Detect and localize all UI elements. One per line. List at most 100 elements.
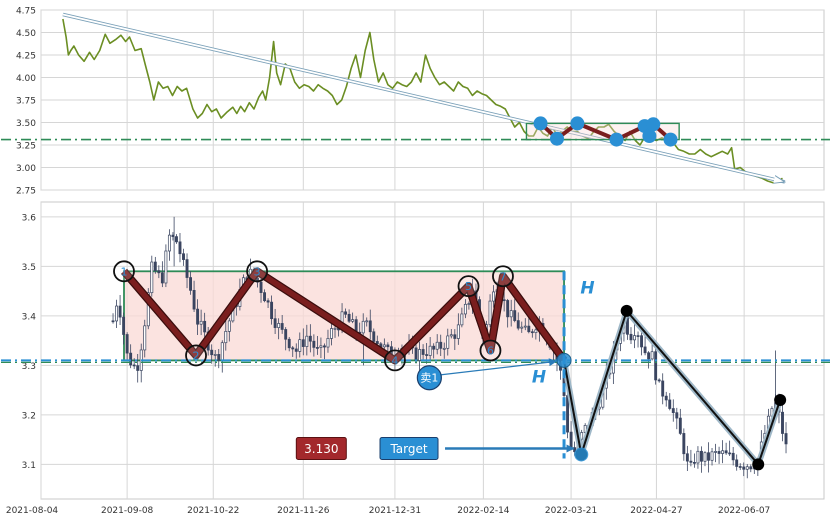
candle-body [647,352,651,360]
candle-body [689,460,693,463]
candle-body [650,351,654,360]
pattern-point-label: 4 [391,354,398,367]
candle-body [171,234,175,237]
height-label: H [580,279,594,299]
candle-body [629,333,633,341]
candle-body [122,316,126,335]
overview-pattern-point [609,132,624,147]
candle-body [432,345,436,350]
candle-body [449,334,453,337]
pattern-point-label: 7 [499,270,506,283]
candle-body [153,261,157,271]
candle-body [185,259,189,278]
detail-y-tick-label: 3.6 [22,213,37,223]
candle-body [502,299,506,302]
candle-body [136,365,140,371]
candle-body [439,341,443,349]
candle-body [178,241,182,255]
candle-body [520,326,524,329]
detail-y-tick-label: 3.3 [22,362,36,372]
candle-body [291,347,295,350]
candle-body [492,291,496,302]
candle-body [298,339,302,352]
candle-body [220,342,224,361]
candle-body [280,323,284,330]
candle-body [453,334,457,339]
pattern-point-label: 2 [193,349,200,362]
candle-body [192,289,196,310]
candle-body [115,305,119,322]
pattern-point-marker [457,275,480,298]
candle-body [700,450,703,462]
projection-point [774,394,787,406]
candle-body [784,433,788,445]
overview-pattern-point [646,117,661,132]
target-point [574,447,589,462]
candle-body [287,338,291,349]
candle-body [527,325,531,333]
pattern-point-marker [384,349,406,372]
candle-body [446,335,450,349]
sell-marker [416,365,442,391]
candle-body [224,330,228,344]
candle-body [566,395,570,433]
detail-y-tick-label: 3.2 [22,411,36,421]
overview-y-tick-label: 3.75 [16,97,36,107]
candle-body [534,329,538,333]
candle-body [781,411,784,434]
candle-body [463,303,467,315]
detail-x-tick-label: 2021-09-08 [101,506,154,516]
candle-body [738,466,742,468]
candle-body [326,338,330,348]
candle-body [125,334,129,354]
detail-x-tick-label: 2022-04-27 [630,506,682,516]
candle-body [428,345,432,356]
candle-body [668,399,672,409]
overview-y-tick-label: 3.50 [16,119,36,129]
overview-overlays [1,12,830,182]
candle-body [731,452,735,461]
candle-body [460,313,464,326]
candle-body [386,344,390,348]
pattern-point-label: 5 [465,280,472,293]
candle-body [305,335,309,347]
pattern-point-label: 3 [254,265,261,278]
candle-body [724,450,728,454]
candle-body [259,281,263,293]
candle-body [315,347,319,349]
candle-body [707,452,710,461]
candle-body [643,346,647,354]
pattern-point-marker [492,265,514,288]
overview-grid [40,9,824,191]
candle-body [333,327,337,330]
candle-body [111,320,115,323]
overview-y-tick-label: 2.75 [16,187,36,197]
candle-body [721,450,725,454]
candle-body [456,324,460,339]
pattern-point-marker [479,339,502,362]
candle-body [196,308,200,325]
candle-body [633,335,636,341]
candle-body [368,320,372,333]
overview-pattern-point [642,129,657,143]
candle-body [516,320,520,329]
candle-body [199,320,203,325]
candle-body [692,461,696,464]
candle-body [636,335,640,337]
candle-body [301,339,305,347]
detail-y-ticks: 3.1 3.2 3.3 3.4 3.5 3.6 [22,213,37,471]
candle-body [129,352,133,366]
candle-body [703,452,707,462]
pattern-point-marker [246,260,269,283]
overview-y-tick-label: 4.00 [16,74,36,84]
detail-x-tick-label: 2021-10-22 [187,506,239,516]
candle-body [749,466,753,470]
candle-body [523,325,527,328]
breakout-point [556,352,572,368]
candle-body [728,452,732,455]
candle-body [146,292,150,327]
candle-body [143,325,147,351]
detail-x-tick-label: 2022-06-07 [718,506,770,516]
sell-marker-arrow [441,358,558,376]
